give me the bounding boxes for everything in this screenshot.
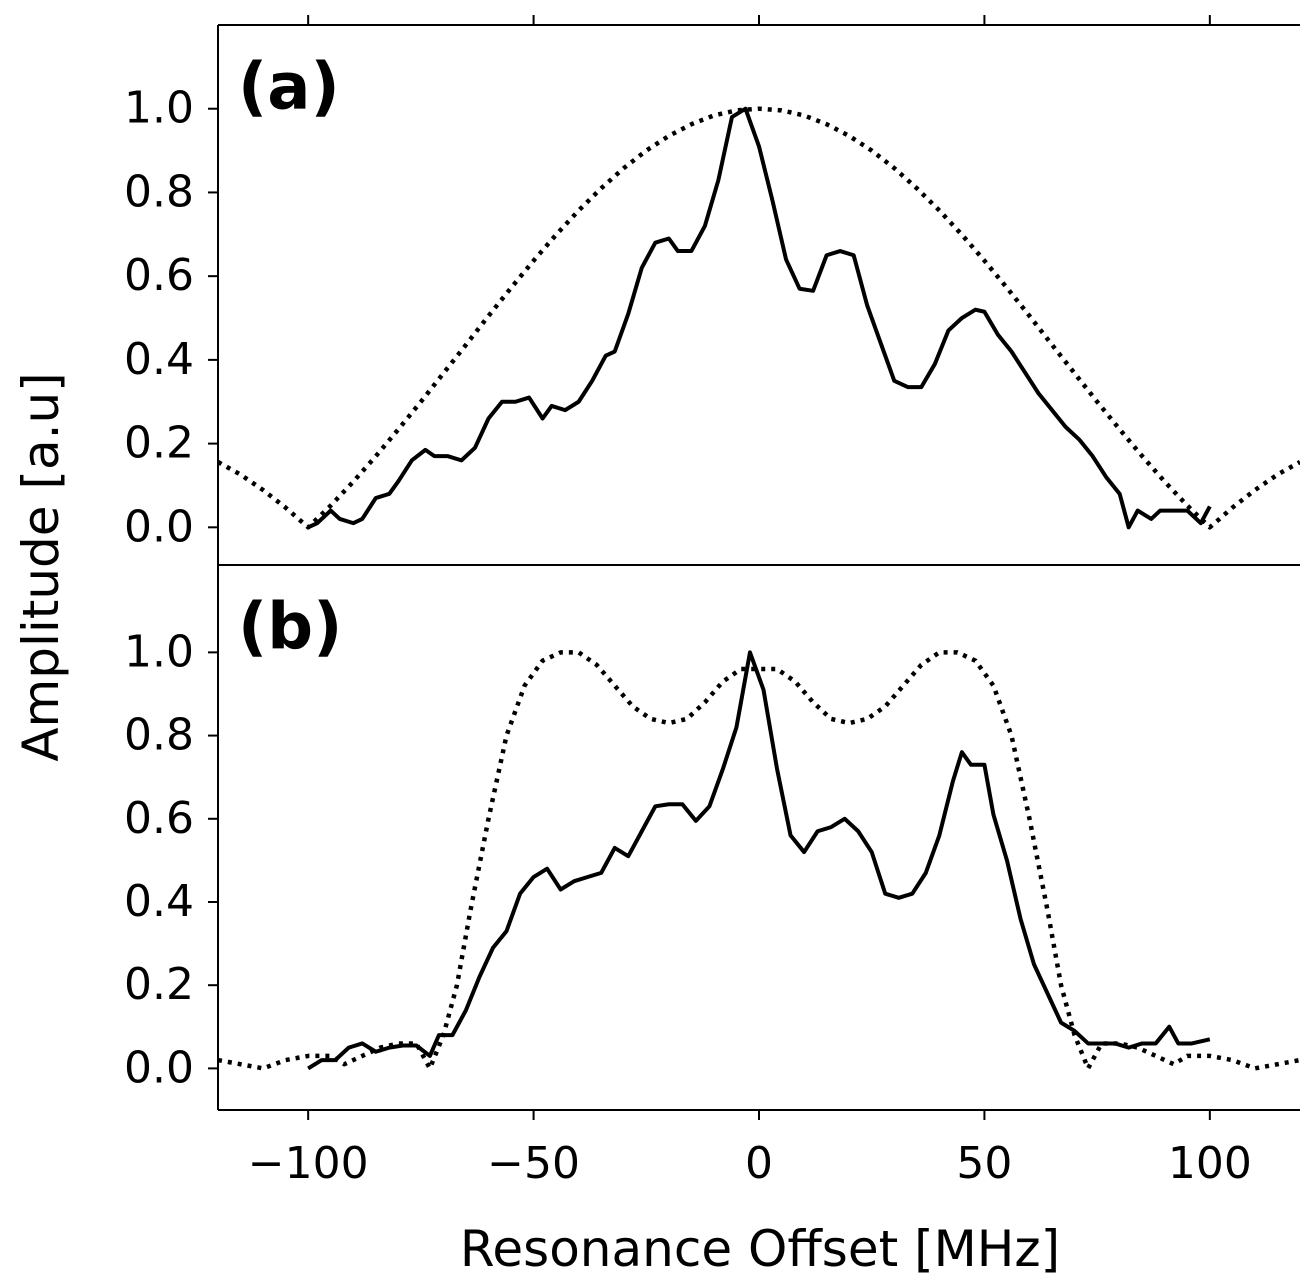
- y-tick-label: 1.0: [124, 626, 194, 677]
- x-tick-label: −100: [248, 1138, 369, 1189]
- y-tick-label: 0.0: [124, 501, 194, 552]
- y-tick-label: 0.8: [124, 710, 194, 761]
- data-line: [218, 650, 1300, 1071]
- x-tick-label: 100: [1168, 1138, 1252, 1189]
- data-line: [307, 650, 1211, 1071]
- plot-area: [218, 650, 1300, 1071]
- y-tick-label: 1.0: [124, 83, 194, 134]
- x-tick-label: −50: [487, 1138, 580, 1189]
- x-axis-label: Resonance Offset [MHz]: [460, 1220, 1060, 1278]
- y-tick-label: 0.4: [124, 876, 194, 927]
- x-tick-label: 0: [745, 1138, 773, 1189]
- y-tick-label: 0.0: [124, 1042, 194, 1093]
- data-line: [218, 106, 1300, 530]
- y-tick-label: 0.2: [124, 959, 194, 1010]
- plot-area: [218, 106, 1300, 530]
- panel-label: (b): [238, 591, 342, 665]
- y-tick-label: 0.8: [124, 166, 194, 217]
- y-tick-label: 0.2: [124, 418, 194, 469]
- y-tick-label: 0.4: [124, 334, 194, 385]
- y-tick-label: 0.6: [124, 793, 194, 844]
- y-tick-label: 0.6: [124, 250, 194, 301]
- x-tick-label: 50: [956, 1138, 1012, 1189]
- panel-label: (a): [238, 51, 340, 125]
- data-line: [307, 106, 1212, 530]
- y-axis-label: Amplitude [a.u]: [12, 372, 70, 761]
